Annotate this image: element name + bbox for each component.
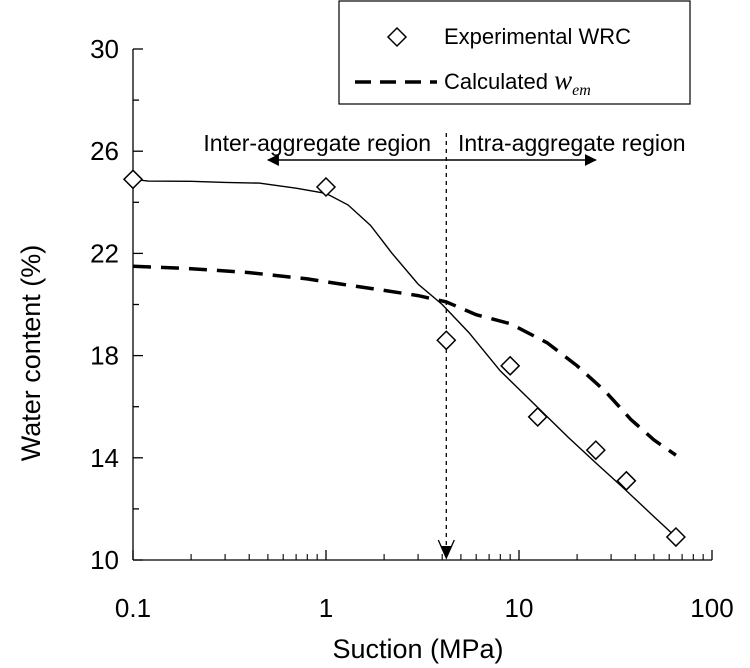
legend-diamond-icon [386,26,408,48]
region-annotations: Inter-aggregate region Intra-aggregate r… [203,130,686,560]
legend-label-calculated-text: Calculated [444,69,554,94]
fitted-wrc-solid-line [132,178,677,538]
experimental-wrc-point [436,330,457,351]
x-tick-label: 0.1 [115,593,151,623]
annotation-intra-aggregate: Intra-aggregate region [458,130,686,156]
experimental-wrc-point [315,176,337,198]
y-axis-title: Water content (%) [16,245,46,462]
legend-box [338,0,691,105]
legend-label-w-symbol: w [554,65,572,95]
experimental-wrc-point [616,470,637,491]
y-tick-label: 14 [90,443,119,473]
y-tick-label: 10 [90,545,119,575]
x-tick-label: 10 [505,593,534,623]
series-lines [132,178,677,538]
experimental-wrc-point [585,440,606,461]
experimental-wrc-point [527,406,548,427]
x-tick-label: 100 [690,593,733,623]
x-axis-title: Suction (MPa) [332,634,503,664]
series-markers [122,169,686,548]
y-tick-label: 30 [90,34,119,64]
legend-label-experimental: Experimental WRC [444,24,631,49]
experimental-wrc-point [665,526,686,548]
x-tick-label: 1 [319,593,333,623]
y-tick-label: 22 [90,238,119,268]
legend-label-calculated: Calculated wem [444,65,591,99]
calculated-wem-dashed-line [132,264,677,457]
ticks: 10 14 18 22 26 30 0.1 1 10 100 [90,34,734,623]
y-tick-label: 26 [90,136,119,166]
legend: Experimental WRC Calculated wem [338,0,691,105]
experimental-wrc-point [122,169,144,190]
annotation-inter-aggregate: Inter-aggregate region [203,130,431,156]
experimental-wrc-point [500,355,521,376]
y-tick-label: 18 [90,341,119,371]
legend-label-em-subscript: em [572,82,591,99]
boundary-arrow-icon [437,539,455,560]
